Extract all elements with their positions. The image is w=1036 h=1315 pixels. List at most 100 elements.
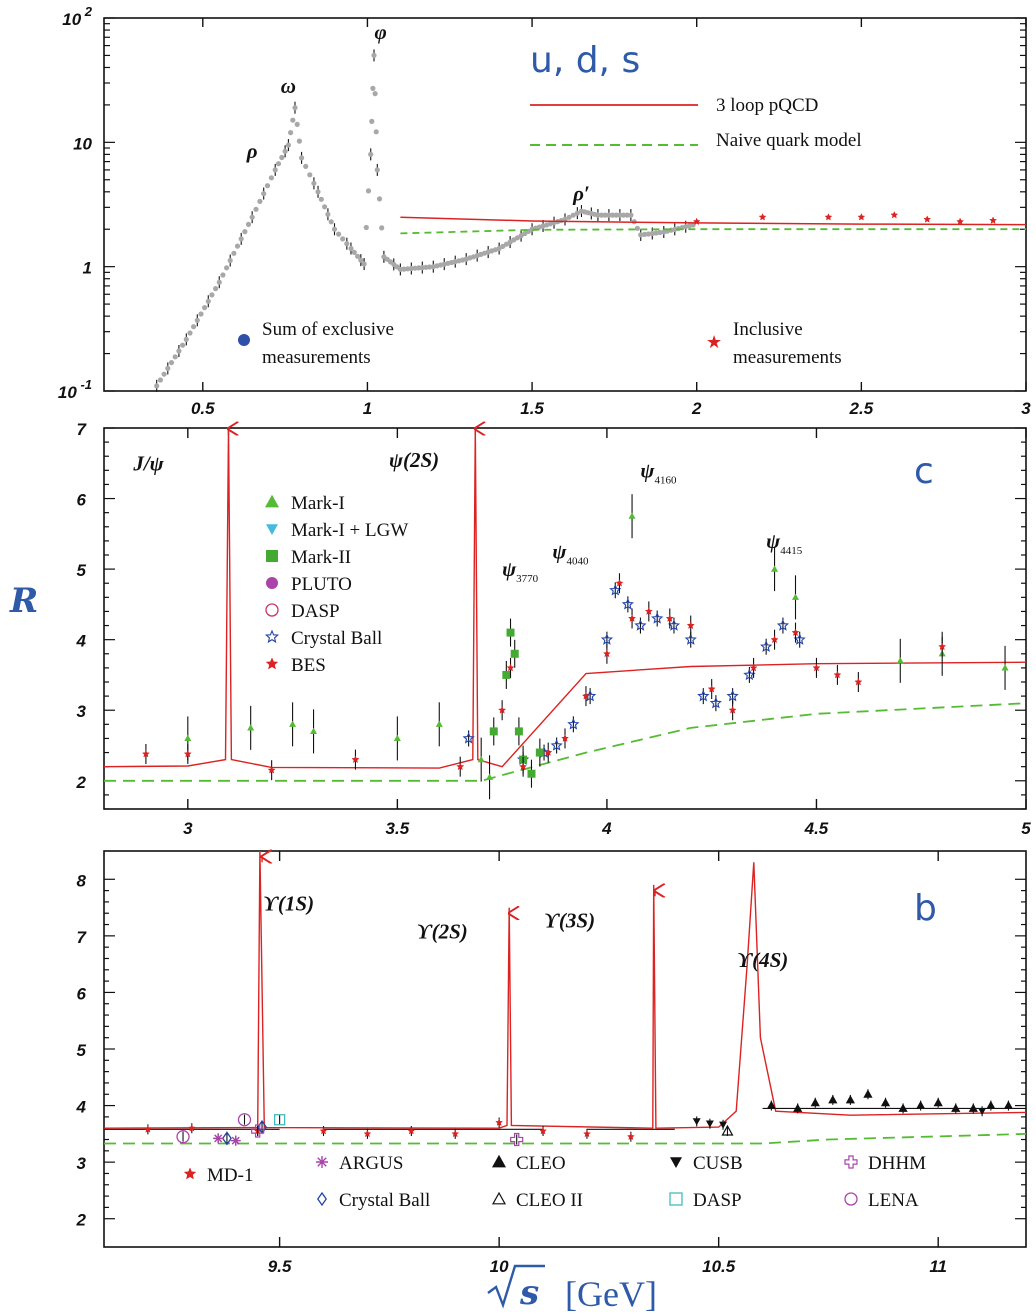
markI-point: [435, 720, 443, 727]
cusb-point: [692, 1118, 701, 1126]
exclusive-point: [272, 167, 278, 173]
resonance-label: ϒ(1S): [263, 891, 314, 915]
exclusive-point: [566, 214, 572, 220]
y-tick-label: 1: [83, 259, 92, 278]
legend-label-lgw: Mark-I + LGW: [291, 520, 408, 541]
panel-uds-frame: [103, 17, 1027, 392]
cleo2-point: [721, 1124, 734, 1136]
inclusive-point: [956, 217, 965, 226]
exclusive-point: [628, 212, 634, 218]
x-tick-label: 4.5: [804, 819, 829, 838]
bes-point: [560, 734, 570, 742]
markI-point: [628, 512, 636, 519]
exclusive-point: [282, 148, 288, 154]
bes-point: [267, 765, 276, 774]
crystal-point: [609, 583, 622, 596]
exclusive-point: [268, 175, 274, 181]
x-tick-label: 3.5: [386, 819, 410, 838]
y-tick-label: 3: [77, 702, 87, 721]
legend-marker-argus: [316, 1156, 328, 1168]
exclusive-point: [299, 155, 305, 161]
markI-point: [393, 734, 401, 742]
dhhm-point: [251, 1124, 265, 1138]
x-tick-label: 3: [183, 819, 193, 838]
panel-bottom-marks: ϒ(1S) ϒ(2S) ϒ(3S) ϒ(4S): [103, 851, 1027, 1147]
dhhm-point: [510, 1132, 524, 1147]
exclusive-point: [311, 180, 317, 186]
crystal-point: [743, 668, 756, 681]
legend-label-cb: Crystal Ball: [339, 1190, 430, 1211]
x-axis-unit: [GeV]: [565, 1274, 657, 1314]
exclusive-point: [296, 138, 302, 144]
exclusive-point: [348, 245, 354, 252]
markII-point: [535, 748, 544, 757]
exclusive-point: [363, 224, 369, 231]
exclusive-point: [209, 292, 215, 298]
exclusive-point: [379, 225, 385, 231]
legend-inclusive-line2: measurements: [733, 347, 842, 368]
panel-charm-legend: Mark-I Mark-I + LGW Mark-II PLUTO DASP Crysta…: [264, 493, 408, 676]
exclusive-point: [374, 167, 380, 173]
bes-point: [665, 614, 674, 622]
exclusive-point: [191, 324, 197, 330]
exclusive-point: [376, 196, 383, 202]
panel-uds-marks: ρ ω φ ρ′: [154, 20, 1027, 392]
exclusive-point: [645, 231, 652, 237]
markII-point: [502, 670, 511, 679]
exclusive-point: [649, 230, 655, 237]
exclusive-point: [620, 212, 627, 218]
panel-charm-ticks: 3 3.5 4 4.5 5 2 3 4 5 6 7: [76, 420, 1032, 838]
resonance-label: ϒ(3S): [544, 908, 595, 932]
bes-point: [770, 635, 779, 644]
inclusive-point: [989, 216, 998, 224]
bes-point: [519, 762, 528, 771]
md1-point: [407, 1126, 416, 1135]
md1-point: [539, 1126, 548, 1135]
x-tick-label: 10.5: [702, 1257, 736, 1276]
panel-bottom-ticks: 9.5 10 10.5 11 2 3 4 5 6 7 8: [76, 851, 1026, 1276]
legend-label-dasp: DASP: [291, 601, 340, 622]
exclusive-point: [602, 212, 608, 218]
exclusive-point: [249, 214, 255, 220]
exclusive-point: [355, 253, 361, 259]
crystal-point: [760, 640, 773, 652]
exclusive-point: [183, 336, 189, 342]
legend-label-markII: Mark-II: [291, 547, 351, 568]
markII-point: [510, 649, 519, 658]
bes-point: [728, 705, 737, 714]
exclusive-point: [234, 243, 241, 249]
exclusive-point: [231, 250, 237, 256]
bes-point: [627, 614, 637, 622]
x-tick-label: 2: [691, 399, 702, 418]
legend-marker-pluto: [266, 577, 278, 589]
exclusive-point: [365, 188, 372, 194]
legend-label-cleo2: CLEO II: [516, 1190, 583, 1211]
y-tick-label: 5: [77, 1041, 87, 1060]
bes-point: [456, 762, 465, 771]
crystal-point: [567, 717, 580, 730]
crystal-point: [697, 689, 710, 702]
exclusive-point: [279, 154, 285, 161]
cusb-point: [705, 1120, 714, 1128]
cleo-point: [951, 1103, 961, 1112]
y-tick-label: 7: [77, 928, 88, 947]
exclusive-point: [285, 142, 291, 148]
exclusive-point: [370, 85, 376, 91]
legend-marker-dasp: [265, 603, 279, 617]
exclusive-point: [172, 354, 178, 360]
crystal-point: [667, 619, 681, 631]
cleo-point: [1003, 1100, 1014, 1110]
exclusive-point: [368, 151, 374, 157]
md1-point: [143, 1125, 152, 1133]
legend-label-dhhm: DHHM: [868, 1153, 926, 1174]
panel-bottom-legend: MD-1 ARGUS CLEO CUSB DHHM Crystal Ball CLEO II…: [183, 1153, 926, 1211]
y-tick-label: 2: [76, 1211, 87, 1230]
legend-marker-bes: [265, 657, 279, 670]
panel-bottom-tag: b: [914, 888, 937, 929]
bes-point: [351, 755, 360, 764]
legend-marker-cleo: [491, 1154, 507, 1168]
legend-label-dasp: DASP: [693, 1190, 742, 1211]
resonance-label: ϒ(4S): [737, 948, 788, 972]
panel-uds-tag: u, d, s: [530, 40, 640, 81]
exclusive-point: [292, 105, 298, 111]
